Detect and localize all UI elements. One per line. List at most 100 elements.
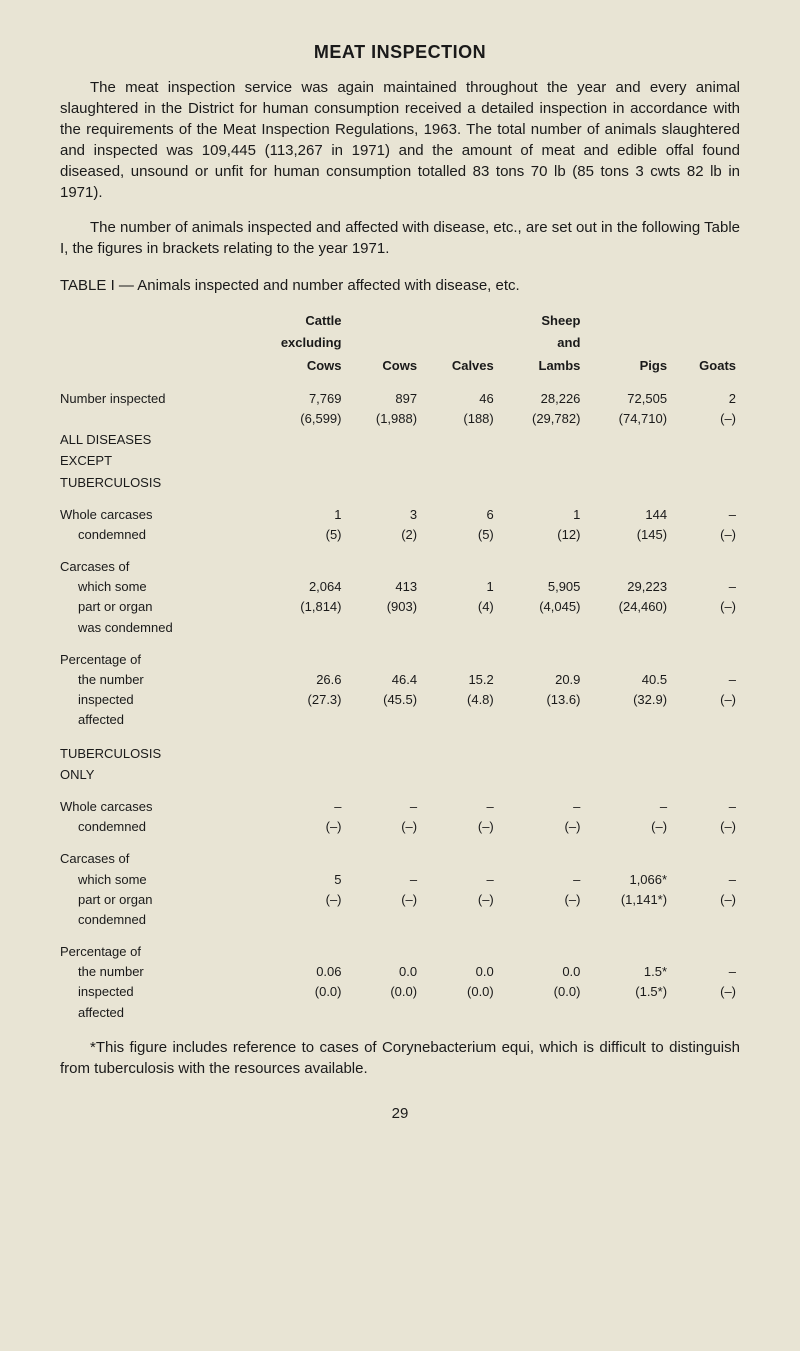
cell: (1,988) (346, 409, 422, 429)
row-label: affected (60, 710, 240, 730)
cell: 1 (498, 505, 585, 525)
cell: 15.2 (421, 670, 498, 690)
row-label: the number (60, 962, 240, 982)
cell: (1,141*) (584, 890, 671, 910)
cell: (–) (671, 817, 740, 837)
cell: (–) (671, 409, 740, 429)
col-header: Cows (346, 355, 422, 377)
cell: 2,064 (240, 577, 346, 597)
cell: (903) (346, 597, 422, 617)
col-header: excluding (240, 332, 346, 354)
row-label: which some (60, 577, 240, 597)
table-row: Number inspected 7,769 897 46 28,226 72,… (60, 389, 740, 409)
table-row: Carcases of (60, 557, 740, 577)
col-header: Cattle (240, 310, 346, 332)
cell: 46.4 (346, 670, 422, 690)
cell: – (346, 870, 422, 890)
table-row: Whole carcases – – – – – – (60, 797, 740, 817)
cell: (–) (421, 817, 498, 837)
cell: 7,769 (240, 389, 346, 409)
cell: (12) (498, 525, 585, 545)
data-table: Cattle Sheep excluding and Cows Cows Cal… (60, 310, 740, 1023)
cell: (0.0) (421, 982, 498, 1002)
cell: (0.0) (498, 982, 585, 1002)
table-row: inspected (27.3) (45.5) (4.8) (13.6) (32… (60, 690, 740, 710)
table-row: Percentage of (60, 942, 740, 962)
cell: (0.0) (240, 982, 346, 1002)
footnote: *This figure includes reference to cases… (60, 1037, 740, 1079)
table-row: part or organ (–) (–) (–) (–) (1,141*) (… (60, 890, 740, 910)
table-row: condemned (60, 910, 740, 930)
cell: 1 (421, 577, 498, 597)
cell: 0.0 (346, 962, 422, 982)
cell: (–) (671, 525, 740, 545)
col-header: Pigs (584, 355, 671, 377)
section-header: ONLY (60, 764, 740, 785)
cell: (2) (346, 525, 422, 545)
cell: 1.5* (584, 962, 671, 982)
cell: (74,710) (584, 409, 671, 429)
table-row: which some 5 – – – 1,066* – (60, 870, 740, 890)
table-row: Percentage of (60, 650, 740, 670)
cell: 0.0 (498, 962, 585, 982)
cell: (1,814) (240, 597, 346, 617)
cell: 46 (421, 389, 498, 409)
paragraph-2: The number of animals inspected and affe… (60, 217, 740, 259)
page-title: MEAT INSPECTION (60, 40, 740, 65)
row-label: Whole carcases (60, 505, 240, 525)
row-label: the number (60, 670, 240, 690)
table-row: the number 0.06 0.0 0.0 0.0 1.5* – (60, 962, 740, 982)
cell: – (671, 962, 740, 982)
table-row: the number 26.6 46.4 15.2 20.9 40.5 – (60, 670, 740, 690)
cell: 0.0 (421, 962, 498, 982)
cell: (145) (584, 525, 671, 545)
row-label: affected (60, 1003, 240, 1023)
cell: – (671, 797, 740, 817)
cell: (6,599) (240, 409, 346, 429)
cell: (13.6) (498, 690, 585, 710)
row-label: part or organ (60, 890, 240, 910)
table-row: affected (60, 1003, 740, 1023)
cell: 6 (421, 505, 498, 525)
cell: (5) (421, 525, 498, 545)
cell: (24,460) (584, 597, 671, 617)
table-row: condemned (–) (–) (–) (–) (–) (–) (60, 817, 740, 837)
col-header: Sheep (498, 310, 585, 332)
cell: (–) (240, 817, 346, 837)
cell: (–) (671, 690, 740, 710)
cell: (–) (671, 597, 740, 617)
cell: – (584, 797, 671, 817)
page-number: 29 (60, 1103, 740, 1124)
cell: 3 (346, 505, 422, 525)
col-header: Goats (671, 355, 740, 377)
row-label: condemned (60, 525, 240, 545)
row-label: was condemned (60, 618, 240, 638)
cell: (–) (671, 982, 740, 1002)
table-row: affected (60, 710, 740, 730)
cell: 5,905 (498, 577, 585, 597)
cell: 0.06 (240, 962, 346, 982)
cell: – (671, 505, 740, 525)
row-label: Number inspected (60, 389, 240, 409)
cell: – (240, 797, 346, 817)
cell: – (498, 870, 585, 890)
cell: (188) (421, 409, 498, 429)
paragraph-1: The meat inspection service was again ma… (60, 77, 740, 203)
table-row: was condemned (60, 618, 740, 638)
row-label: inspected (60, 690, 240, 710)
cell: 413 (346, 577, 422, 597)
table-row: inspected (0.0) (0.0) (0.0) (0.0) (1.5*)… (60, 982, 740, 1002)
cell: – (421, 797, 498, 817)
row-label: inspected (60, 982, 240, 1002)
cell: (5) (240, 525, 346, 545)
cell: 144 (584, 505, 671, 525)
table-row: condemned (5) (2) (5) (12) (145) (–) (60, 525, 740, 545)
cell: 20.9 (498, 670, 585, 690)
table-row: Whole carcases 1 3 6 1 144 – (60, 505, 740, 525)
cell: (–) (498, 817, 585, 837)
cell: 5 (240, 870, 346, 890)
row-label: part or organ (60, 597, 240, 617)
cell: – (671, 870, 740, 890)
section-header: TUBERCULOSIS (60, 472, 740, 493)
cell: 29,223 (584, 577, 671, 597)
